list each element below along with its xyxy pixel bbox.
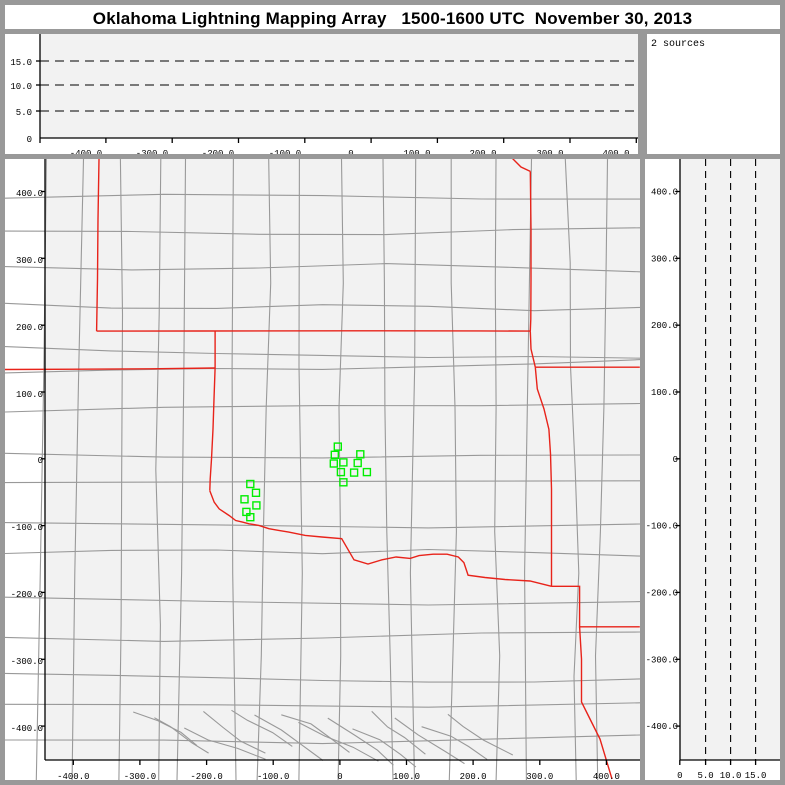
- svg-text:-300.0: -300.0: [136, 149, 168, 154]
- svg-text:300.0: 300.0: [536, 149, 563, 154]
- svg-text:-100.0: -100.0: [11, 523, 43, 533]
- svg-text:300.0: 300.0: [16, 256, 43, 266]
- svg-text:300.0: 300.0: [651, 254, 678, 264]
- svg-text:0: 0: [677, 771, 682, 780]
- svg-text:-400.0: -400.0: [646, 722, 678, 732]
- svg-text:0: 0: [38, 456, 43, 466]
- svg-text:100.0: 100.0: [651, 388, 678, 398]
- svg-text:-100.0: -100.0: [257, 772, 289, 780]
- svg-text:15.0: 15.0: [745, 771, 767, 780]
- svg-text:0: 0: [27, 135, 32, 145]
- svg-text:-200.0: -200.0: [190, 772, 222, 780]
- svg-text:-100.0: -100.0: [646, 522, 678, 532]
- svg-text:200.0: 200.0: [16, 323, 43, 333]
- svg-text:100.0: 100.0: [16, 390, 43, 400]
- svg-text:-300.0: -300.0: [11, 657, 43, 667]
- svg-text:400.0: 400.0: [16, 189, 43, 199]
- svg-text:200.0: 200.0: [469, 149, 496, 154]
- svg-text:400.0: 400.0: [602, 149, 629, 154]
- svg-text:5.0: 5.0: [697, 771, 713, 780]
- svg-text:-200.0: -200.0: [11, 590, 43, 600]
- svg-text:400.0: 400.0: [651, 188, 678, 198]
- svg-text:-100.0: -100.0: [269, 149, 301, 154]
- svg-text:15.0: 15.0: [10, 58, 32, 68]
- svg-text:0: 0: [348, 149, 353, 154]
- svg-text:10.0: 10.0: [10, 82, 32, 92]
- svg-text:-300.0: -300.0: [646, 655, 678, 665]
- svg-text:400.0: 400.0: [593, 772, 620, 780]
- svg-text:0: 0: [337, 772, 342, 780]
- svg-text:5.0: 5.0: [16, 108, 32, 118]
- svg-text:-400.0: -400.0: [57, 772, 89, 780]
- svg-text:100.0: 100.0: [393, 772, 420, 780]
- svg-text:0: 0: [673, 455, 678, 465]
- svg-text:100.0: 100.0: [403, 149, 430, 154]
- svg-text:200.0: 200.0: [651, 321, 678, 331]
- svg-text:200.0: 200.0: [460, 772, 487, 780]
- svg-text:-400.0: -400.0: [11, 724, 43, 734]
- svg-text:-200.0: -200.0: [202, 149, 234, 154]
- svg-text:300.0: 300.0: [526, 772, 553, 780]
- svg-text:-400.0: -400.0: [70, 149, 102, 154]
- svg-text:-300.0: -300.0: [124, 772, 156, 780]
- svg-text:10.0: 10.0: [720, 771, 742, 780]
- svg-text:-200.0: -200.0: [646, 588, 678, 598]
